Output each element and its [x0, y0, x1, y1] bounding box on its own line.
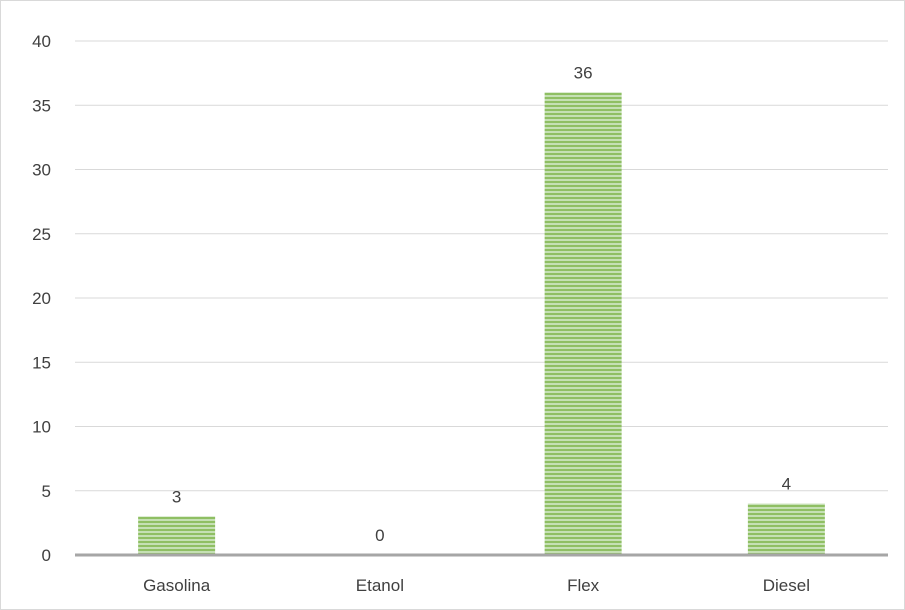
data-labels: 3 0 36 4: [172, 63, 791, 545]
data-label-flex: 36: [574, 63, 593, 82]
y-tick-label: 20: [32, 289, 51, 308]
x-category-label: Flex: [567, 576, 600, 595]
y-tick-label: 0: [42, 546, 51, 565]
y-tick-label: 5: [42, 482, 51, 501]
bar-diesel: [747, 503, 825, 555]
data-label-diesel: 4: [782, 475, 791, 494]
data-label-gasolina: 3: [172, 487, 181, 506]
y-tick-label: 30: [32, 161, 51, 180]
bars: [138, 92, 825, 556]
y-tick-label: 25: [32, 225, 51, 244]
y-tick-label: 10: [32, 418, 51, 437]
bar-gasolina: [138, 516, 216, 555]
data-label-etanol: 0: [375, 526, 384, 545]
y-tick-label: 40: [32, 32, 51, 51]
y-tick-label: 35: [32, 96, 51, 115]
x-category-label: Etanol: [356, 576, 404, 595]
x-axis-categories: Gasolina Etanol Flex Diesel: [143, 576, 810, 595]
x-category-label: Diesel: [763, 576, 810, 595]
y-tick-label: 15: [32, 353, 51, 372]
x-category-label: Gasolina: [143, 576, 211, 595]
bar-flex: [544, 92, 622, 556]
y-axis-ticks: 0 5 10 15 20 25 30 35 40: [32, 32, 51, 565]
gridlines: [75, 40, 888, 492]
